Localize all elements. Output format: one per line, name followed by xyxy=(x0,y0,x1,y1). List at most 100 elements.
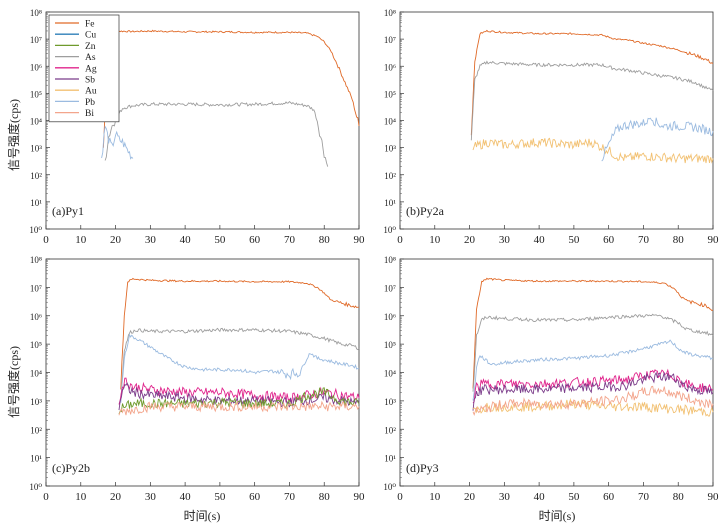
x-tick-label: 30 xyxy=(145,491,157,503)
x-tick-label: 40 xyxy=(180,234,192,246)
series-line-au xyxy=(472,137,714,164)
series-line-pb xyxy=(101,125,134,160)
x-tick-label: 90 xyxy=(708,491,720,503)
x-tick-label: 20 xyxy=(110,234,122,246)
x-tick-label: 70 xyxy=(284,234,296,246)
y-tick-label: 10⁶ xyxy=(30,62,42,72)
x-tick-label: 40 xyxy=(534,234,546,246)
panel-2: 0 10 20 30 40 50 60 70 80 90 10⁰ 10¹ 10² 10³ 10⁴ 10⁵ 10⁶… xyxy=(383,8,719,246)
x-tick-label: 50 xyxy=(568,491,580,503)
x-tick-label: 70 xyxy=(284,491,296,503)
panel-label: (d)Py3 xyxy=(406,461,439,475)
y-tick-label: 10¹ xyxy=(30,454,42,464)
x-tick-label: 50 xyxy=(214,234,226,246)
ylabel-top: 信号强度(cps) xyxy=(6,99,21,171)
legend-label-cu: Cu xyxy=(85,31,96,41)
xlabel-left: 时间(s) xyxy=(184,509,221,523)
y-tick-label: 10⁷ xyxy=(30,283,42,293)
x-tick-label: 80 xyxy=(673,491,685,503)
y-tick-label: 10⁸ xyxy=(384,255,396,265)
x-tick-label: 80 xyxy=(673,234,685,246)
series-line-sb xyxy=(472,371,714,411)
x-tick-label: 90 xyxy=(708,234,720,246)
x-tick-label: 0 xyxy=(43,491,49,503)
x-tick-label: 10 xyxy=(75,234,87,246)
y-tick-label: 10² xyxy=(384,171,396,181)
x-tick-label: 60 xyxy=(603,234,615,246)
y-tick-label: 10³ xyxy=(30,397,42,407)
x-tick-label: 30 xyxy=(499,491,511,503)
x-tick-label: 20 xyxy=(464,234,476,246)
y-tick-label: 10⁶ xyxy=(384,62,396,72)
y-tick-label: 10³ xyxy=(384,397,396,407)
y-tick-label: 10¹ xyxy=(384,454,396,464)
x-tick-label: 90 xyxy=(354,491,366,503)
y-tick-label: 10⁵ xyxy=(384,340,396,350)
legend-label-au: Au xyxy=(85,87,97,97)
y-tick-label: 10⁰ xyxy=(29,225,42,235)
x-tick-label: 40 xyxy=(534,491,546,503)
series-line-as xyxy=(470,60,714,141)
ylabel-bottom: 信号强度(cps) xyxy=(6,346,21,418)
y-tick-label: 10⁶ xyxy=(384,312,396,322)
x-tick-label: 80 xyxy=(319,234,331,246)
x-tick-label: 10 xyxy=(75,491,87,503)
x-tick-label: 70 xyxy=(638,234,650,246)
series-line-fe xyxy=(470,29,714,136)
series-line-as xyxy=(104,100,329,167)
xlabel-right: 时间(s) xyxy=(539,509,576,523)
y-tick-label: 10¹ xyxy=(30,198,42,208)
plot-frame xyxy=(399,11,714,230)
y-tick-label: 10³ xyxy=(384,144,396,154)
y-tick-label: 10² xyxy=(30,171,42,181)
y-tick-label: 10⁵ xyxy=(30,340,42,350)
x-tick-label: 50 xyxy=(214,491,226,503)
series-line-as xyxy=(120,327,360,401)
x-tick-label: 0 xyxy=(43,234,49,246)
y-tick-label: 10⁵ xyxy=(30,89,42,99)
y-tick-label: 10⁴ xyxy=(384,369,396,379)
series-line-ag xyxy=(472,368,714,404)
panel-1: 0 10 20 30 40 50 60 70 80 90 10⁰ 10¹ 10² 10³ 10⁴ 10⁵ 10⁶… xyxy=(29,8,365,246)
x-tick-label: 50 xyxy=(568,234,580,246)
series-line-fe xyxy=(472,277,714,389)
y-tick-label: 10⁶ xyxy=(30,312,42,322)
legend-label-as: As xyxy=(85,53,96,63)
y-tick-label: 10⁴ xyxy=(30,369,42,379)
x-tick-label: 80 xyxy=(319,491,331,503)
x-tick-label: 20 xyxy=(464,491,476,503)
series-line-sb xyxy=(118,382,360,411)
legend-label-ag: Ag xyxy=(85,64,97,74)
series-line-zn xyxy=(118,387,360,415)
y-tick-label: 10² xyxy=(30,425,42,435)
plot-frame xyxy=(399,258,714,487)
x-tick-label: 10 xyxy=(429,491,441,503)
legend-label-bi: Bi xyxy=(85,109,94,119)
legend-label-fe: Fe xyxy=(85,20,95,30)
y-tick-label: 10⁰ xyxy=(383,482,396,492)
y-tick-label: 10⁸ xyxy=(384,8,396,18)
x-tick-label: 30 xyxy=(499,234,511,246)
y-tick-label: 10⁸ xyxy=(30,255,42,265)
x-tick-label: 10 xyxy=(429,234,441,246)
panel-label: (c)Py2b xyxy=(52,461,90,475)
x-tick-label: 60 xyxy=(249,491,261,503)
y-tick-label: 10⁴ xyxy=(30,117,42,127)
series-line-bi xyxy=(118,400,360,416)
legend-label-sb: Sb xyxy=(85,76,95,86)
series-line-fe xyxy=(102,29,360,148)
y-tick-label: 10⁷ xyxy=(30,35,42,45)
x-tick-label: 70 xyxy=(638,491,650,503)
y-tick-label: 10⁰ xyxy=(29,482,42,492)
x-tick-label: 90 xyxy=(354,234,366,246)
legend-label-pb: Pb xyxy=(85,98,95,108)
y-tick-label: 10² xyxy=(384,425,396,435)
series-line-as xyxy=(472,313,714,392)
plot-frame xyxy=(45,258,360,487)
series-line-pb xyxy=(472,339,714,401)
legend-label-zn: Zn xyxy=(85,42,96,52)
series-line-pb xyxy=(120,333,360,403)
x-tick-label: 20 xyxy=(110,491,122,503)
